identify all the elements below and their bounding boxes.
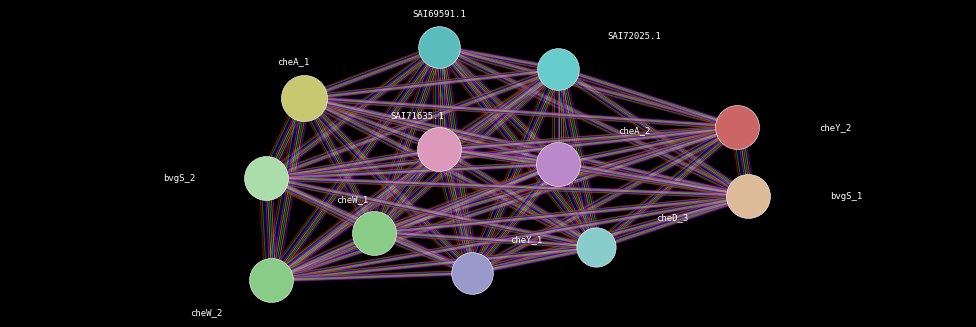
Text: cheY_2: cheY_2 bbox=[819, 123, 851, 132]
Point bbox=[550, 66, 566, 72]
Point bbox=[258, 175, 273, 181]
Text: cheA_1: cheA_1 bbox=[276, 57, 309, 66]
Point bbox=[464, 270, 479, 275]
Text: cheA_2: cheA_2 bbox=[618, 126, 651, 135]
Point bbox=[431, 44, 447, 50]
Point bbox=[550, 161, 566, 166]
Point bbox=[589, 245, 604, 250]
Point bbox=[730, 125, 746, 130]
Text: cheW_2: cheW_2 bbox=[190, 308, 223, 317]
Point bbox=[431, 146, 447, 152]
Point bbox=[741, 194, 756, 199]
Text: SAI69591.1: SAI69591.1 bbox=[412, 10, 467, 19]
Text: cheD_3: cheD_3 bbox=[656, 214, 688, 222]
Point bbox=[264, 277, 279, 283]
Point bbox=[296, 95, 311, 101]
Text: cheY_1: cheY_1 bbox=[509, 235, 542, 244]
Text: bvgS_2: bvgS_2 bbox=[163, 174, 195, 182]
Text: SAI72025.1: SAI72025.1 bbox=[607, 32, 662, 41]
Text: SAI71635.1: SAI71635.1 bbox=[390, 112, 444, 121]
Point bbox=[366, 230, 382, 235]
Text: cheW_1: cheW_1 bbox=[337, 195, 369, 204]
Text: bvgS_1: bvgS_1 bbox=[830, 192, 862, 201]
